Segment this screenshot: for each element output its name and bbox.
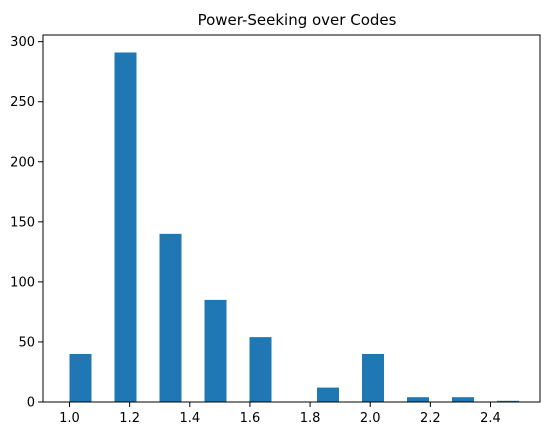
x-tick-label: 1.0 bbox=[59, 411, 80, 426]
histogram-bar bbox=[204, 299, 227, 402]
histogram-bar bbox=[69, 353, 92, 402]
axes-layer bbox=[42, 34, 541, 403]
y-ticks-layer: 0 50 100 150 200 250 300 bbox=[10, 35, 43, 411]
histogram-bar bbox=[317, 387, 339, 402]
plot-frame bbox=[42, 34, 541, 403]
y-tick-label: 100 bbox=[10, 275, 35, 290]
histogram-bar bbox=[497, 400, 519, 402]
x-tick-label: 2.4 bbox=[480, 411, 501, 426]
x-tick-label: 2.0 bbox=[360, 411, 381, 426]
x-tick-label: 2.2 bbox=[420, 411, 441, 426]
histogram-bar bbox=[159, 233, 182, 402]
y-tick-label: 250 bbox=[10, 95, 35, 110]
histogram-bar bbox=[114, 52, 137, 402]
y-tick-label: 200 bbox=[10, 155, 35, 170]
x-tick-label: 1.6 bbox=[240, 411, 261, 426]
histogram-bar bbox=[407, 397, 429, 402]
histogram-bar bbox=[362, 353, 384, 402]
y-tick-label: 300 bbox=[10, 35, 35, 50]
y-tick-label: 0 bbox=[27, 396, 35, 411]
chart-title: Power-Seeking over Codes bbox=[198, 11, 397, 29]
histogram-bar bbox=[249, 337, 272, 402]
y-tick-label: 50 bbox=[18, 335, 35, 350]
x-tick-label: 1.2 bbox=[119, 411, 140, 426]
x-tick-label: 1.4 bbox=[179, 411, 200, 426]
histogram-bar bbox=[452, 397, 474, 402]
x-ticks-layer: 1.0 1.2 1.4 1.6 1.8 2.0 2.2 2.4 bbox=[59, 402, 501, 426]
x-tick-label: 1.8 bbox=[300, 411, 321, 426]
bars-layer bbox=[69, 52, 519, 402]
y-tick-label: 150 bbox=[10, 215, 35, 230]
